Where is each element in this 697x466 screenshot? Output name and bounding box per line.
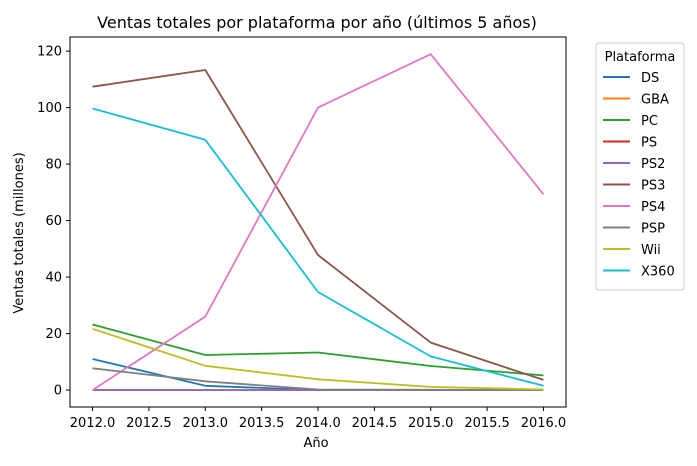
legend-label: X360: [641, 265, 675, 280]
x-tick-label: 2013.0: [183, 416, 229, 431]
y-tick-label: 100: [37, 101, 62, 116]
x-axis: 2012.0 2012.5 2013.0 2013.5 2014.0 2014.5 2015…: [70, 407, 566, 431]
x-tick-label: 2012.5: [126, 416, 172, 431]
legend-label: Wii: [641, 243, 661, 258]
legend-label: PS4: [641, 200, 665, 215]
series-line-ps4: [92, 53, 545, 391]
x-tick-label: 2016.0: [521, 416, 567, 431]
series-line-wii: [92, 327, 544, 391]
y-tick-label: 0: [54, 384, 62, 399]
series-lines: [92, 53, 545, 392]
y-tick-label: 60: [45, 214, 62, 229]
y-axis-label: Ventas totales (millones): [12, 152, 27, 313]
chart-title: Ventas totales por plataforma por año (ú…: [97, 13, 537, 32]
series-line-ds: [92, 358, 544, 392]
y-tick-label: 40: [45, 271, 62, 286]
x-tick-label: 2013.5: [239, 416, 285, 431]
legend-label: PC: [641, 114, 658, 129]
legend-label: PSP: [641, 222, 665, 237]
y-tick-label: 80: [45, 158, 62, 173]
legend-label: PS3: [641, 179, 665, 194]
series-line-psp: [92, 367, 544, 392]
legend-title: Plataforma: [605, 50, 676, 65]
x-tick-label: 2015.0: [408, 416, 454, 431]
legend-box: [595, 42, 685, 291]
x-tick-label: 2015.5: [464, 416, 510, 431]
x-tick-label: 2014.0: [295, 416, 341, 431]
legend-label: GBA: [641, 93, 669, 108]
series-line-ps3: [92, 69, 544, 381]
legend-label: PS: [641, 136, 657, 151]
y-axis: 0 20 40 60 80 100 120: [37, 45, 70, 399]
series-line-x360: [92, 107, 544, 387]
legend-label: PS2: [641, 157, 665, 172]
legend: Plataforma DS GBA PC PS PS2 PS3 PS4 PSP Wii X360: [595, 42, 685, 291]
y-tick-label: 20: [45, 327, 62, 342]
x-axis-label: Año: [303, 436, 328, 451]
x-tick-label: 2012.0: [70, 416, 116, 431]
legend-label: DS: [641, 71, 659, 86]
plot-area: [69, 36, 567, 408]
x-tick-label: 2014.5: [352, 416, 398, 431]
series-line-pc: [92, 323, 544, 377]
plot-frame: [69, 36, 567, 408]
y-tick-label: 120: [37, 45, 62, 60]
